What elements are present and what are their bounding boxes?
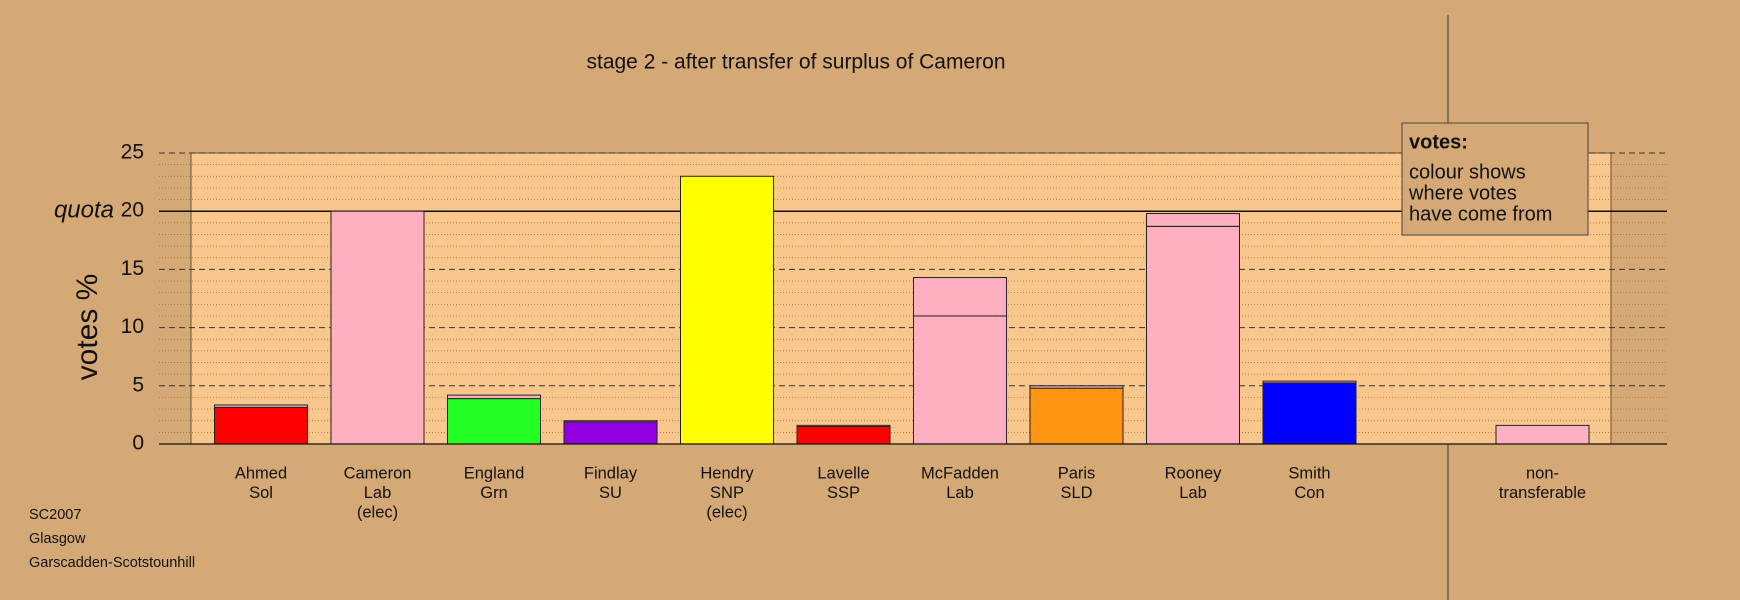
y-tick-label: 0 (132, 432, 144, 455)
bar-segment (1146, 213, 1240, 227)
bar-segment (447, 398, 541, 445)
x-tick-label: SLD (1060, 484, 1092, 502)
bar-segment (1262, 380, 1357, 384)
y-axis-label: votes % (71, 274, 104, 381)
y-tick-label: 5 (132, 373, 144, 396)
footer-line: SC2007 (29, 507, 81, 523)
bar-segment (214, 404, 308, 408)
y-tick-label: 10 (121, 315, 144, 338)
x-tick-label: Lab (946, 484, 974, 502)
bar-segment (796, 426, 891, 445)
x-tick-label: (elec) (357, 503, 398, 521)
y-tick-label: 15 (121, 257, 144, 280)
quota-label: quota (54, 197, 114, 224)
footer-line: Garscadden-Scotstounhill (29, 555, 195, 571)
x-tick-label: non- (1526, 464, 1559, 482)
x-tick-label: Cameron (344, 464, 412, 482)
x-tick-label: Sol (249, 484, 273, 502)
x-tick-label: Hendry (700, 464, 754, 482)
x-tick-label: SU (599, 484, 622, 502)
bar-segment (563, 420, 658, 423)
bar-segment (1495, 424, 1590, 445)
x-tick-label: Findlay (584, 464, 638, 482)
bar-segment (913, 277, 1007, 317)
bar-segment (680, 175, 774, 445)
legend-line: have come from (1409, 203, 1552, 225)
x-tick-label: Ahmed (235, 464, 287, 482)
bar-segment (1262, 382, 1357, 445)
x-tick-label: (elec) (706, 503, 747, 521)
bar-segment (1029, 387, 1124, 445)
x-tick-label: Paris (1058, 464, 1096, 482)
bar-segment (796, 424, 891, 428)
legend-title: votes: (1409, 131, 1468, 153)
legend-line: where votes (1408, 182, 1517, 204)
chart-title: stage 2 - after transfer of surplus of C… (586, 51, 1005, 74)
bar-segment (1029, 385, 1124, 389)
bar-segment (1146, 225, 1240, 445)
bar-segment (913, 315, 1007, 445)
x-tick-label: SNP (710, 484, 744, 502)
bar-segment (214, 406, 308, 445)
bar-segment (563, 421, 658, 445)
x-tick-label: Lab (1179, 484, 1207, 502)
x-tick-label: Smith (1288, 464, 1330, 482)
bar-segment (447, 394, 541, 400)
y-tick-label: 25 (121, 141, 144, 164)
footer-line: Glasgow (29, 531, 86, 547)
x-tick-label: transferable (1499, 484, 1586, 502)
bar-segment (330, 210, 425, 445)
y-tick-label: 20 (121, 199, 144, 222)
legend-box (1401, 122, 1589, 236)
x-tick-label: SSP (827, 484, 860, 502)
x-tick-label: McFadden (921, 464, 999, 482)
x-tick-label: Rooney (1165, 464, 1223, 482)
x-tick-label: Lab (364, 484, 392, 502)
x-tick-label: Grn (480, 484, 508, 502)
x-tick-label: Con (1294, 484, 1324, 502)
x-tick-label: Lavelle (817, 464, 869, 482)
legend-line: colour shows (1409, 161, 1526, 183)
x-tick-label: England (464, 464, 525, 482)
